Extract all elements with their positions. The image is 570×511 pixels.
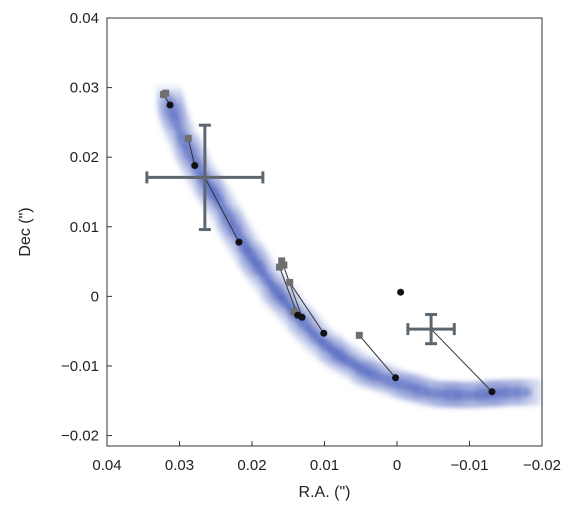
model-point	[320, 329, 328, 337]
model-point	[392, 374, 400, 382]
model-point	[166, 101, 174, 109]
model-point	[191, 162, 199, 170]
y-tick-label: 0.03	[70, 80, 99, 97]
model-point	[298, 313, 306, 321]
observed-point	[276, 263, 284, 271]
observed-point	[162, 89, 170, 97]
x-tick-label: 0	[393, 457, 401, 474]
link-line	[358, 335, 396, 379]
y-tick-label: 0	[91, 288, 99, 305]
observed-point	[280, 261, 288, 269]
observed-point	[278, 257, 286, 265]
x-tick-label: 0.04	[92, 457, 121, 474]
error-bars	[145, 123, 456, 346]
link-line	[204, 177, 240, 243]
link-line	[281, 260, 303, 318]
link-line	[187, 138, 196, 166]
observed-point	[184, 134, 192, 142]
y-tick-label: −0.01	[61, 358, 99, 375]
x-tick-label: 0.01	[310, 457, 339, 474]
x-axis-ticks: 0.04 0.03 0.02 0.01 0 −0.01 −0.02	[92, 441, 561, 474]
model-point	[235, 238, 243, 246]
model-point	[397, 288, 405, 296]
arc-core-pixel	[524, 388, 533, 397]
link-line	[430, 328, 493, 393]
model-points	[166, 101, 496, 396]
y-axis-ticks: −0.02 −0.01 0 0.01 0.02 0.03 0.04	[61, 10, 112, 445]
observed-point	[286, 278, 294, 286]
observed-point	[355, 331, 363, 339]
x-tick-label: 0.02	[237, 457, 266, 474]
model-point	[488, 388, 496, 396]
x-tick-label: −0.01	[451, 457, 489, 474]
connector-lines	[163, 94, 493, 393]
observed-point	[290, 308, 298, 316]
y-tick-label: 0.04	[70, 10, 99, 27]
observed-points	[160, 89, 363, 339]
lensed-arc-density	[155, 85, 542, 409]
y-tick-label: 0.02	[70, 149, 99, 166]
link-line	[289, 282, 325, 334]
x-tick-label: −0.02	[523, 457, 561, 474]
link-line	[279, 266, 299, 316]
y-tick-label: 0.01	[70, 219, 99, 236]
y-axis-label: Dec (")	[17, 207, 34, 256]
y-tick-label: −0.02	[61, 428, 99, 445]
x-axis-label: R.A. (")	[299, 484, 351, 501]
x-tick-label: 0.03	[165, 457, 194, 474]
